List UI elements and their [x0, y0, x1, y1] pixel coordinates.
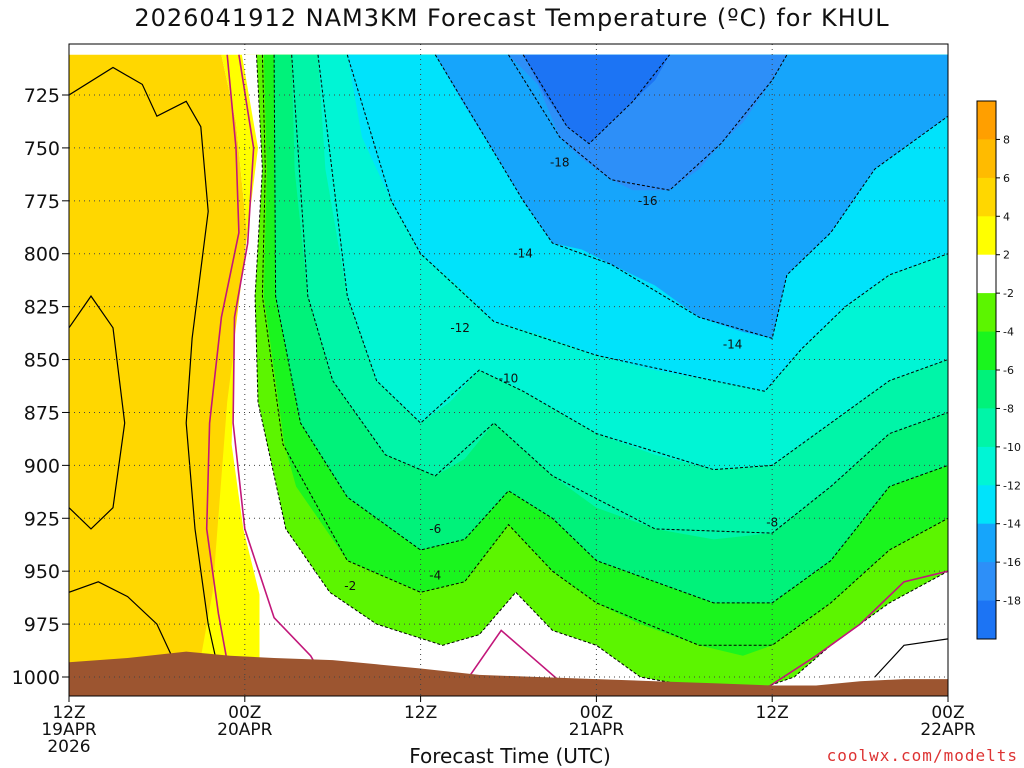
x-tick-label: 00Z [228, 703, 261, 723]
x-axis-title: Forecast Time (UTC) [409, 744, 611, 768]
colorbar-swatch [977, 600, 996, 640]
cold-contour-3 [317, 54, 948, 471]
colorbar-swatch [977, 331, 996, 371]
colorbar-label: -6 [1003, 364, 1014, 377]
contour-label: -4 [429, 568, 441, 582]
x-tick-label: 12Z [756, 703, 789, 723]
colorbar-swatch [977, 216, 996, 256]
colorbar-label: 4 [1003, 210, 1010, 223]
contour-label: -12 [450, 321, 470, 335]
temperature-band-0 [69, 54, 248, 696]
x-tick-label: 21APR [569, 720, 625, 740]
x-tick-label: 00Z [931, 703, 964, 723]
cold-contour-7 [522, 54, 670, 145]
contour-label: -14 [723, 338, 743, 352]
colorbar-label: -10 [1003, 441, 1021, 454]
ground-surface [69, 651, 948, 696]
colorbar-label: -18 [1003, 595, 1021, 608]
contour-label: -10 [499, 372, 519, 386]
contour-label: -14 [513, 247, 533, 261]
contour-label: -6 [429, 522, 441, 536]
y-tick-label: 925 [24, 508, 60, 530]
cold-contour-1 [273, 54, 948, 604]
y-tick-label: 875 [24, 402, 60, 424]
warm-contour-2 [69, 581, 173, 657]
contour-labels: -18 -16 -14 -14 -12 -10 -8 -6 -4 -2 [344, 156, 778, 593]
y-tick-label: 900 [24, 455, 60, 477]
colorbar-swatch [977, 177, 996, 217]
y-tick-label: 850 [24, 350, 60, 372]
colorbar-swatch [977, 446, 996, 486]
colorbar-swatch [977, 562, 996, 601]
y-tick-label: 825 [24, 297, 60, 319]
cold-contour-0 [261, 54, 948, 646]
y-tick-label: 950 [24, 561, 60, 583]
colorbar-label: 8 [1003, 133, 1010, 146]
colorbar-label: -14 [1003, 518, 1021, 531]
warm-contour-3 [874, 638, 948, 678]
contour-label: -18 [550, 156, 570, 170]
colorbar-swatch [977, 293, 996, 332]
cold-contour-6 [508, 54, 788, 191]
plot-area [69, 54, 948, 696]
y-tick-label: 775 [24, 191, 60, 213]
zero-isotherm-2 [456, 629, 568, 695]
cold-contour-5 [434, 54, 948, 340]
zero-isotherm-1 [205, 54, 240, 695]
contour-label: -2 [344, 579, 356, 593]
colorbar-label: -12 [1003, 479, 1021, 492]
temperature-band-2 [231, 54, 376, 696]
colorbar-swatch [977, 254, 996, 294]
colorbar-label: 6 [1003, 172, 1010, 185]
colorbar-label: -16 [1003, 556, 1021, 569]
x-tick-label: 19APR [41, 720, 97, 740]
contour-label: -16 [638, 194, 658, 208]
x-tick-label: 22APR [920, 720, 976, 740]
x-tick-label: 20APR [217, 720, 273, 740]
warm-contour-1 [69, 295, 126, 530]
x-tick-label: 12Z [404, 703, 437, 723]
cold-contour-2 [291, 54, 948, 534]
warm-contour-0 [69, 66, 221, 678]
colorbar: 8 6 4 2 -2 -4 -6 -8 -10 -12 -14 -16 -18 [976, 100, 1021, 640]
x-tick-label: 2026 [47, 737, 90, 757]
colorbar-swatch [977, 370, 996, 409]
x-tick-label: 12Z [52, 703, 85, 723]
temperature-band-1 [193, 54, 260, 696]
chart-title: 2026041912 NAM3KM Forecast Temperature (… [134, 4, 890, 32]
colorbar-label: -4 [1003, 326, 1014, 339]
colorbar-label: 2 [1003, 249, 1010, 262]
colorbar-swatch [977, 101, 996, 140]
colorbar-label: -8 [1003, 402, 1014, 415]
zero-isotherm-3 [757, 570, 948, 695]
credit-link[interactable]: coolwx.com/modelts [826, 746, 1018, 765]
colorbar-swatch [977, 139, 996, 179]
grid-lines [69, 44, 948, 696]
y-tick-label: 725 [24, 85, 60, 107]
colorbar-swatch [977, 408, 996, 448]
y-tick-label: 800 [24, 244, 60, 266]
colorbar-swatch [977, 523, 996, 563]
colorbar-label: -2 [1003, 287, 1014, 300]
y-tick-label: 1000 [12, 667, 60, 689]
colorbar-swatch [977, 485, 996, 525]
cold-contour-4 [346, 54, 948, 392]
contour-label: -8 [766, 516, 778, 530]
y-axis: 725 750 775 800 825 850 875 900 925 950 975 1000 [12, 85, 69, 689]
x-tick-label: 00Z [580, 703, 613, 723]
zero-isotherm-0 [232, 54, 334, 695]
plot-frame [68, 43, 949, 697]
y-tick-label: 975 [24, 614, 60, 636]
y-tick-label: 750 [24, 138, 60, 160]
